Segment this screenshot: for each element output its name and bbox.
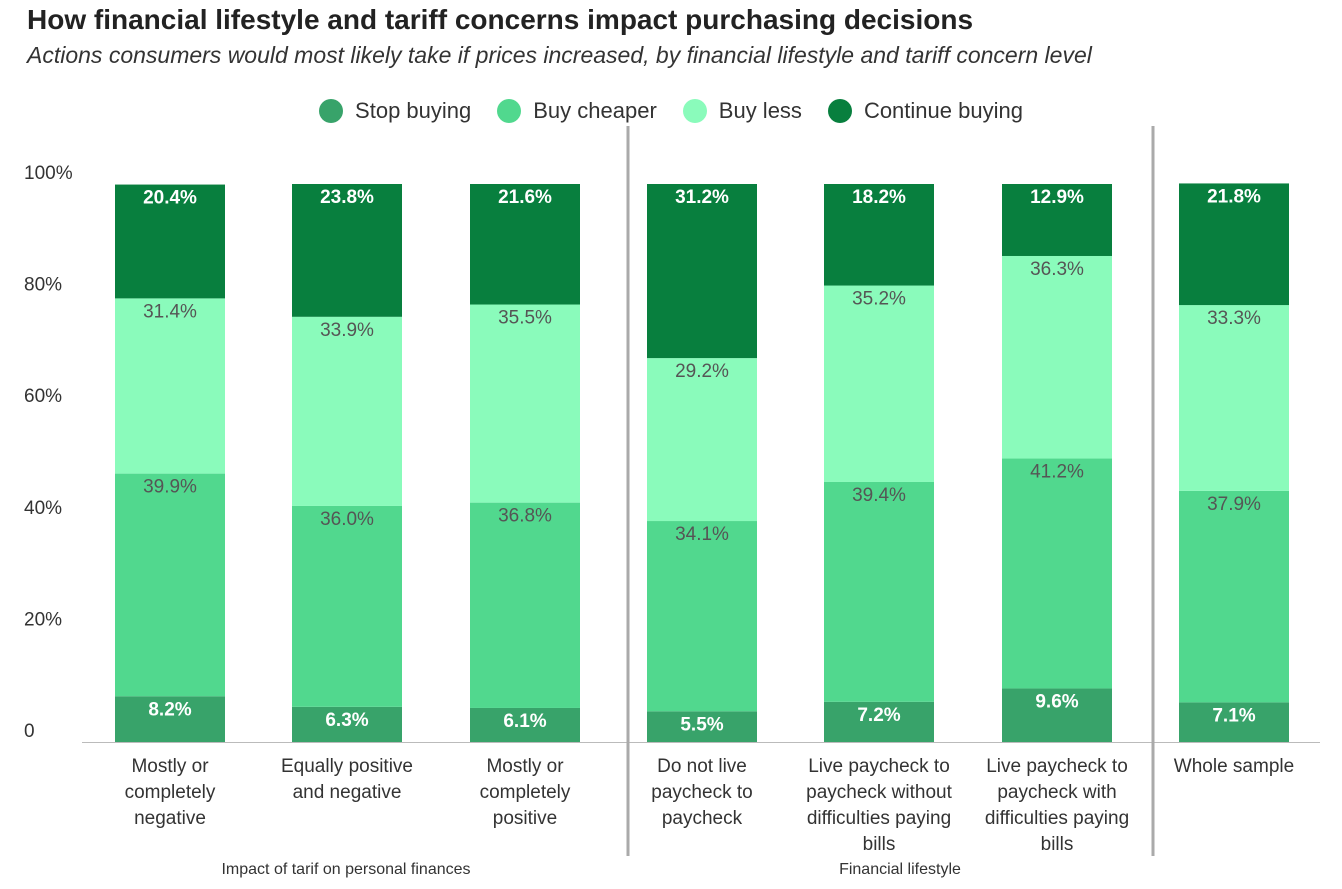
legend-item-buy-less: Buy less [682,98,802,124]
data-label: 35.2% [852,289,906,310]
data-label: 35.5% [498,308,552,329]
bar-segment-continue-buying [647,184,757,359]
bar-segment-buy-less [824,285,934,482]
data-label: 36.0% [320,509,374,530]
data-label: 6.1% [503,711,546,732]
data-label: 39.9% [143,477,197,498]
bar-segment-continue-buying [1002,184,1112,256]
data-label: 6.3% [325,710,368,731]
legend-label-continue-buying: Continue buying [863,98,1023,123]
data-label: 7.1% [1212,705,1255,726]
x-tick-label: Live paycheck to paycheck without difficul… [806,756,952,855]
bar-segment-continue-buying [292,184,402,317]
legend: Stop buying Buy cheaper Buy less Continu… [0,96,1342,126]
data-label: 34.1% [675,524,729,545]
legend-swatch-buy-cheaper [497,99,522,123]
bar-segment-buy-less [470,304,580,503]
y-tick-label: 60% [24,386,62,407]
data-label: 21.6% [498,187,552,208]
bar-segment-buy-cheaper [470,502,580,708]
bar-segment-buy-cheaper [1002,458,1112,689]
x-tick-label: Whole sample [1174,756,1294,777]
legend-label-buy-cheaper: Buy cheaper [533,98,657,123]
data-label: 31.4% [143,301,197,322]
data-label: 12.9% [1030,187,1084,208]
bar-segment-buy-cheaper [647,521,757,712]
group-label: Impact of tarif on personal finances [221,861,470,878]
legend-swatch-buy-less [682,99,707,123]
data-label: 37.9% [1207,494,1261,515]
legend-swatch-stop-buying [319,99,344,123]
bar-segment-buy-less [292,316,402,506]
bar-segment-buy-cheaper [292,505,402,707]
data-label: 8.2% [148,699,191,720]
data-label: 29.2% [675,361,729,382]
bar-segment-buy-less [1002,255,1112,459]
data-label: 21.8% [1207,186,1261,207]
data-label: 39.4% [852,485,906,506]
x-tick-label: Mostly or completely positive [480,756,571,829]
bar-segment-continue-buying [1179,183,1289,306]
bar-segment-buy-cheaper [824,481,934,702]
bar-segment-stop-buying [824,701,934,742]
data-label: 23.8% [320,187,374,208]
chart-title: How financial lifestyle and tariff conce… [27,4,974,35]
bar-segment-continue-buying [115,184,225,299]
data-label: 18.2% [852,187,906,208]
data-label: 7.2% [857,705,900,726]
legend-label-stop-buying: Stop buying [355,98,472,123]
y-tick-label: 80% [24,275,62,296]
legend-swatch-continue-buying [827,99,852,123]
legend-item-continue-buying: Continue buying [827,98,1023,124]
data-label: 33.3% [1207,308,1261,329]
data-label: 31.2% [675,187,729,208]
bar-segment-continue-buying [470,184,580,305]
legend-item-stop-buying: Stop buying [319,98,471,124]
y-tick-label: 100% [24,163,73,184]
bar-segment-stop-buying [292,706,402,742]
bar-segment-stop-buying [1002,688,1112,742]
y-tick-label: 40% [24,498,62,519]
chart-subtitle: Actions consumers would most likely take… [27,42,1092,68]
bar-segment-buy-less [1179,305,1289,491]
data-label: 20.4% [143,188,197,209]
data-label: 36.8% [498,506,552,527]
bar-segment-stop-buying [1179,702,1289,742]
y-tick-label: 0 [24,721,35,742]
x-tick-label: Equally positive and negative [281,756,413,803]
y-tick-label: 20% [24,609,62,630]
bar-segment-stop-buying [115,696,225,742]
bar-segment-buy-cheaper [1179,490,1289,703]
data-label: 33.9% [320,320,374,341]
x-tick-label: Mostly or completely negative [125,756,216,829]
data-label: 41.2% [1030,462,1084,483]
data-label: 5.5% [680,714,723,735]
data-label: 36.3% [1030,259,1084,280]
bar-segment-continue-buying [824,184,934,286]
x-tick-label: Live paycheck to paycheck with difficultie… [985,756,1129,855]
legend-label-buy-less: Buy less [718,98,802,123]
bar-segment-buy-less [647,358,757,522]
group-label: Financial lifestyle [839,861,961,878]
bar-segment-buy-less [115,298,225,474]
bar-segment-stop-buying [647,711,757,742]
legend-item-buy-cheaper: Buy cheaper [497,98,657,124]
data-label: 9.6% [1035,691,1078,712]
bar-segment-buy-cheaper [115,473,225,697]
bar-segment-stop-buying [470,707,580,742]
x-tick-label: Do not live paycheck to paycheck [651,756,752,829]
